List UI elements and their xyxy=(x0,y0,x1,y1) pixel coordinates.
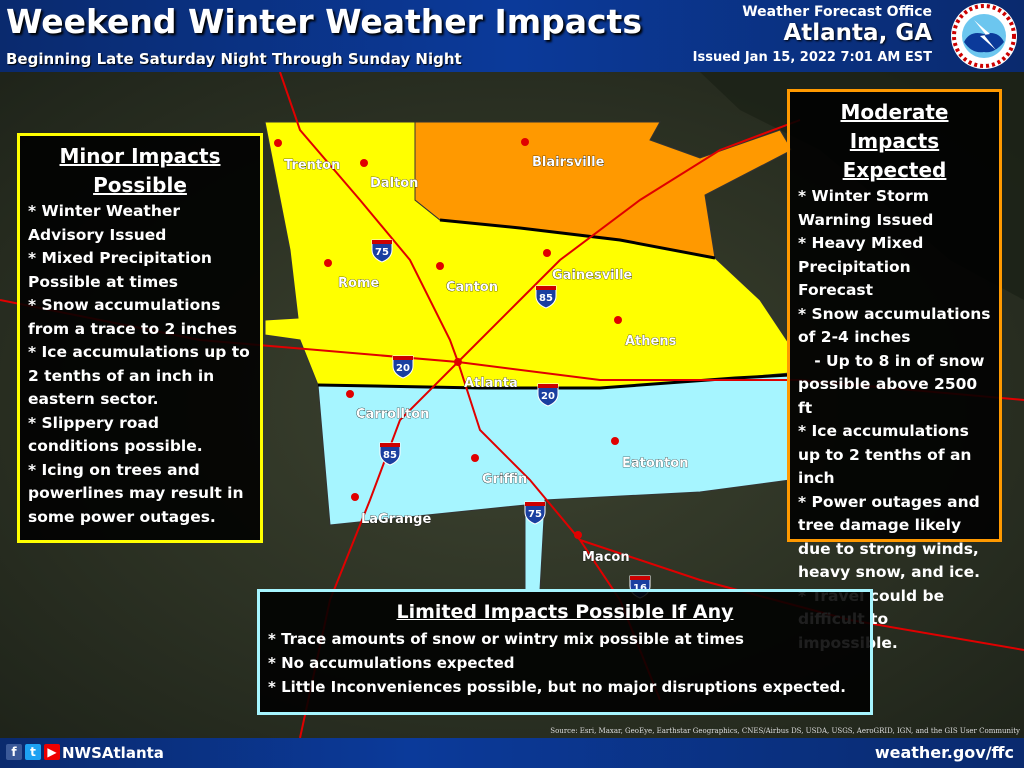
impact-bullet: * Heavy Mixed Precipitation Forecast xyxy=(798,234,929,299)
facebook-icon[interactable]: f xyxy=(6,744,22,760)
city-label: Atlanta xyxy=(464,376,518,391)
limited-impacts-title: Limited Impacts Possible If Any xyxy=(396,601,734,623)
website-link[interactable]: weather.gov/ffc xyxy=(874,743,1014,762)
city-label: Eatonton xyxy=(622,456,688,471)
youtube-icon[interactable]: ▶ xyxy=(44,744,60,760)
city-dot xyxy=(454,358,462,366)
interstate-number: 85 xyxy=(539,293,553,304)
city-label: Canton xyxy=(446,280,498,295)
map-source-attribution: Source: Esri, Maxar, GeoEye, Earthstar G… xyxy=(550,727,1020,735)
city-label: Carrollton xyxy=(356,407,429,422)
moderate-impacts-panel: Moderate Impacts Expected * Winter Storm… xyxy=(787,89,1002,652)
page-title: Weekend Winter Weather Impacts xyxy=(6,2,642,41)
city-label: Griffin xyxy=(482,472,527,487)
city-dot xyxy=(611,437,619,445)
city-dot xyxy=(436,262,444,270)
impact-bullet: * Ice accumulations up to 2 tenths of an… xyxy=(28,343,256,408)
interstate-shield-icon: 75 xyxy=(524,501,546,525)
city-label: LaGrange xyxy=(361,512,431,527)
interstate-shield-icon: 85 xyxy=(535,285,557,309)
city-dot xyxy=(543,249,551,257)
city-dot xyxy=(360,159,368,167)
impact-bullet: * No accumulations expected xyxy=(268,654,515,672)
social-handle[interactable]: NWSAtlanta xyxy=(62,744,164,762)
interstate-shield-icon: 20 xyxy=(392,355,414,379)
header: Weekend Winter Weather Impacts Beginning… xyxy=(0,0,1024,72)
city-dot xyxy=(324,259,332,267)
city-dot xyxy=(574,531,582,539)
office-label: Weather Forecast Office xyxy=(742,4,932,20)
moderate-impacts-title: Moderate Impacts Expected xyxy=(840,100,949,182)
city-dot xyxy=(614,316,622,324)
impact-bullet: * Winter Weather Advisory Issued xyxy=(28,202,186,244)
city-label: Athens xyxy=(625,334,677,349)
interstate-shield-icon: 85 xyxy=(379,442,401,466)
city-label: Gainesville xyxy=(552,268,633,283)
minor-impacts-panel: Minor Impacts Possible * Winter Weather … xyxy=(17,133,263,543)
footer: f t ▶ NWSAtlanta weather.gov/ffc xyxy=(0,738,1024,768)
city-label: Macon xyxy=(582,550,630,565)
impact-bullet: * Slippery road conditions possible. xyxy=(28,413,203,456)
interstate-shield-icon: 75 xyxy=(371,239,393,263)
page-subtitle: Beginning Late Saturday Night Through Su… xyxy=(6,50,462,68)
city-label: Dalton xyxy=(370,176,418,191)
impact-bullet: * Mixed Precipitation Possible at times xyxy=(28,249,218,291)
limited-impacts-panel: Limited Impacts Possible If Any * Trace … xyxy=(257,589,873,715)
impact-bullet: * Trace amounts of snow or wintry mix po… xyxy=(268,630,744,648)
city-label: Blairsville xyxy=(532,155,605,170)
city-label: Rome xyxy=(338,276,379,291)
impact-bullet: * Icing on trees and powerlines may resu… xyxy=(28,460,249,526)
interstate-number: 20 xyxy=(396,363,410,374)
nws-logo-icon xyxy=(951,3,1017,69)
impact-bullet: * Little Inconveniences possible, but no… xyxy=(268,678,846,696)
impact-bullet: * Power outages and tree damage likely d… xyxy=(798,492,986,582)
twitter-icon[interactable]: t xyxy=(25,744,41,760)
interstate-number: 75 xyxy=(528,509,542,520)
minor-impacts-title: Minor Impacts Possible xyxy=(59,144,221,197)
interstate-shield-icon: 20 xyxy=(537,383,559,407)
city-dot xyxy=(521,138,529,146)
interstate-number: 75 xyxy=(375,247,389,258)
interstate-number: 85 xyxy=(383,450,397,461)
city-dot xyxy=(471,454,479,462)
impact-bullet: * Snow accumulations of 2-4 inches xyxy=(798,304,996,347)
impact-bullet: * Ice accumulations up to 2 tenths of an… xyxy=(798,422,977,487)
city-dot xyxy=(351,493,359,501)
impact-bullet: - Up to 8 in of snow possible above 2500… xyxy=(798,351,990,417)
city-dot xyxy=(274,139,282,147)
interstate-number: 16 xyxy=(633,583,647,594)
interstate-number: 20 xyxy=(541,391,555,402)
office-city: Atlanta, GA xyxy=(783,20,932,46)
impact-bullet: * Winter Storm Warning Issued xyxy=(798,187,935,229)
issued-time: Issued Jan 15, 2022 7:01 AM EST xyxy=(692,50,932,65)
city-label: Trenton xyxy=(284,158,340,173)
impact-bullet: * Snow accumulations from a trace to 2 i… xyxy=(28,296,237,338)
city-dot xyxy=(346,390,354,398)
